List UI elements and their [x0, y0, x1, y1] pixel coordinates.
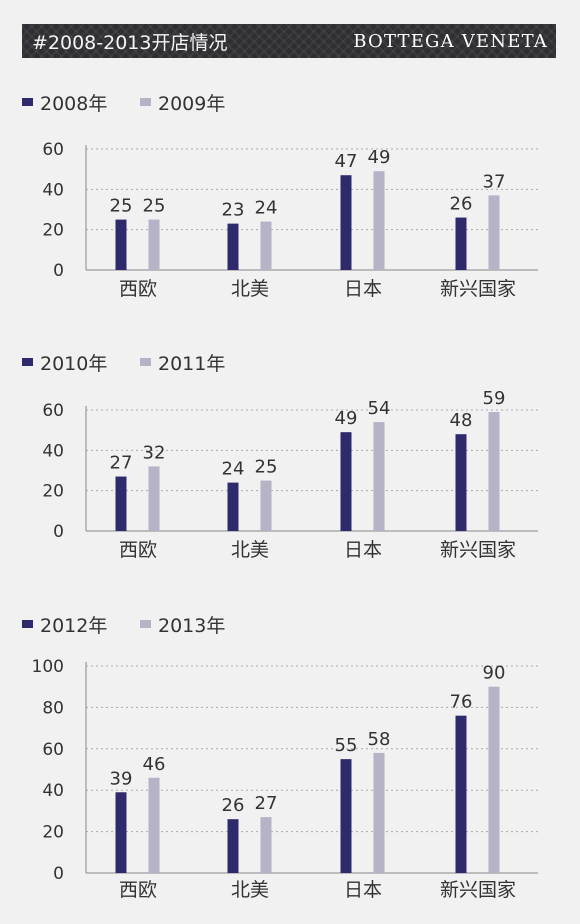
category-label: 新兴国家: [440, 879, 516, 901]
data-label: 32: [143, 442, 166, 463]
bar: [148, 777, 160, 873]
bar: [373, 171, 385, 270]
data-label: 24: [222, 459, 245, 480]
category-label: 西欧: [119, 539, 157, 561]
data-label: 39: [110, 768, 133, 789]
data-label: 26: [450, 194, 473, 215]
data-label: 27: [110, 453, 133, 474]
data-label: 27: [255, 793, 278, 814]
data-label: 25: [143, 196, 166, 217]
bar: [455, 715, 467, 873]
data-label: 46: [143, 754, 166, 775]
chart-1: 2008年 2009年 0 20 40 60 25 25 西欧 23 24 北美 47 49 日本 26 37 新…: [22, 93, 538, 300]
bar: [455, 434, 467, 531]
data-label: 26: [222, 795, 245, 816]
bar: [373, 752, 385, 873]
category-label: 日本: [344, 278, 382, 300]
y-tick-label: 60: [42, 140, 64, 160]
bar: [115, 476, 127, 531]
category-label: 西欧: [119, 278, 157, 300]
category-label: 北美: [231, 278, 269, 300]
y-tick-label: 40: [42, 180, 64, 200]
legend-label: 2010年: [40, 353, 107, 375]
y-tick-label: 40: [42, 781, 64, 801]
legend-swatch: [22, 620, 33, 628]
bar: [227, 482, 239, 531]
bar: [340, 759, 352, 873]
bar: [488, 686, 500, 873]
legend-label: 2011年: [158, 353, 225, 375]
bar: [488, 195, 500, 270]
bar: [260, 221, 272, 270]
bar: [455, 217, 467, 270]
category-label: 新兴国家: [440, 278, 516, 300]
data-label: 25: [255, 457, 278, 478]
y-tick-label: 100: [32, 657, 64, 677]
data-label: 76: [450, 692, 473, 713]
bar: [227, 223, 239, 270]
bar: [340, 432, 352, 531]
bar: [115, 792, 127, 873]
bar: [373, 422, 385, 531]
legend-label: 2008年: [40, 93, 107, 115]
legend-swatch: [22, 98, 33, 106]
legend-swatch: [22, 358, 33, 366]
legend-swatch: [140, 98, 151, 106]
y-tick-label: 0: [53, 261, 64, 281]
data-label: 49: [368, 147, 391, 168]
category-label: 北美: [231, 539, 269, 561]
header-banner: #2008-2013开店情况 BOTTEGA VENETA: [22, 24, 556, 58]
bar: [260, 817, 272, 873]
data-label: 54: [368, 398, 391, 419]
y-tick-label: 60: [42, 401, 64, 421]
data-label: 48: [450, 410, 473, 431]
data-label: 59: [483, 388, 506, 409]
bar: [488, 412, 500, 531]
legend-swatch: [140, 358, 151, 366]
chart-2: 2010年 2011年 0 20 40 60 27 32 西欧 24 25 北美 49 54 日本 48 59 新…: [22, 353, 538, 561]
legend-label: 2013年: [158, 615, 225, 637]
y-tick-label: 80: [42, 698, 64, 718]
y-tick-label: 40: [42, 441, 64, 461]
data-label: 37: [483, 171, 506, 192]
legend-label: 2009年: [158, 93, 225, 115]
bar: [148, 466, 160, 531]
data-label: 23: [222, 200, 245, 221]
legend-label: 2012年: [40, 615, 107, 637]
bar: [148, 219, 160, 270]
y-tick-label: 0: [53, 864, 64, 884]
y-tick-label: 20: [42, 221, 64, 241]
category-label: 新兴国家: [440, 539, 516, 561]
data-label: 25: [110, 196, 133, 217]
header-title: #2008-2013开店情况: [32, 31, 228, 54]
data-label: 58: [368, 729, 391, 750]
data-label: 55: [335, 735, 358, 756]
y-tick-label: 60: [42, 740, 64, 760]
y-tick-label: 0: [53, 522, 64, 542]
category-label: 西欧: [119, 879, 157, 901]
brand-logo: BOTTEGA VENETA: [353, 30, 548, 52]
bar: [260, 480, 272, 531]
category-label: 日本: [344, 539, 382, 561]
data-label: 47: [335, 151, 358, 172]
bar: [340, 175, 352, 270]
data-label: 90: [483, 663, 506, 684]
bar: [115, 219, 127, 270]
y-tick-label: 20: [42, 482, 64, 502]
data-label: 49: [335, 408, 358, 429]
category-label: 北美: [231, 879, 269, 901]
bar: [227, 819, 239, 873]
chart-3: 2012年 2013年 0 20 40 60 80 100 39 46 西欧 26 27 北美 55 58 日本…: [22, 615, 538, 901]
y-tick-label: 20: [42, 823, 64, 843]
legend-swatch: [140, 620, 151, 628]
data-label: 24: [255, 198, 278, 219]
category-label: 日本: [344, 879, 382, 901]
